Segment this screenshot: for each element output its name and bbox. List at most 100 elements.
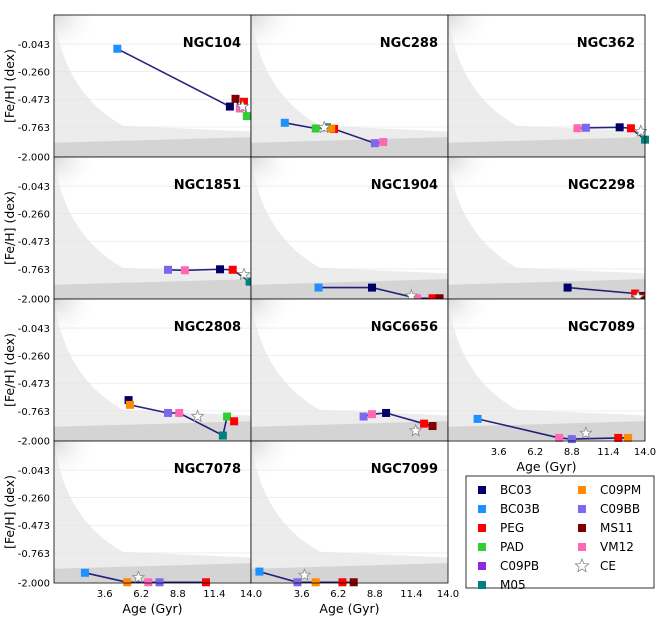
marker-peg xyxy=(228,265,237,274)
y-tick-label: -2.000 xyxy=(18,294,50,305)
panel-title: NGC2298 xyxy=(568,178,635,193)
panels-layer: NGC104 NGC288 NGC362 NGC1851 NGC1904 NGC2298 N… xyxy=(53,14,649,587)
density-glow xyxy=(251,15,330,86)
y-tick-label: -2.000 xyxy=(18,578,50,589)
panel-title: NGC2808 xyxy=(174,320,241,335)
marker-ce xyxy=(408,423,423,437)
marker-m05 xyxy=(218,431,227,440)
marker-c09bb xyxy=(155,578,164,587)
y-tick-label: -0.043 xyxy=(18,466,50,477)
marker-vm12 xyxy=(175,408,184,417)
y-tick-label: -0.043 xyxy=(18,182,50,193)
legend-marker-bc03 xyxy=(478,486,486,494)
marker-c09bb xyxy=(581,123,590,132)
x-tick-label: 8.8 xyxy=(564,447,580,458)
marker-ce xyxy=(190,409,205,423)
y-tick-label: -0.260 xyxy=(18,68,50,79)
panel-title: NGC104 xyxy=(183,36,241,51)
legend-label-c09pm: C09PM xyxy=(600,483,641,497)
density-glow xyxy=(251,441,330,512)
density-glow xyxy=(54,299,133,370)
density-shading xyxy=(54,15,251,157)
marker-c09bb xyxy=(359,412,368,421)
marker-peg xyxy=(614,433,623,442)
y-tick-label: -0.043 xyxy=(18,324,50,335)
x-tick-label: 11.4 xyxy=(203,589,225,600)
x-tick-label: 3.6 xyxy=(294,589,310,600)
legend-marker-m05 xyxy=(478,581,486,589)
panel-title: NGC7078 xyxy=(174,462,241,477)
marker-c09pm xyxy=(311,578,320,587)
marker-bc03b xyxy=(113,44,122,53)
density-shading xyxy=(54,157,251,299)
legend-frame xyxy=(465,475,655,589)
legend-label-bc03b: BC03B xyxy=(500,502,540,516)
y-tick-label: -2.000 xyxy=(18,152,50,163)
marker-vm12 xyxy=(144,578,153,587)
density-shading xyxy=(251,299,448,441)
marker-vm12 xyxy=(379,138,388,147)
legend-marker-c09bb xyxy=(578,505,586,513)
x-axis-label: Age (Gyr) xyxy=(122,601,182,616)
marker-bc03 xyxy=(216,265,225,274)
marker-c09bb xyxy=(163,265,172,274)
y-tick-label: -0.260 xyxy=(18,352,50,363)
y-tick-label: -0.763 xyxy=(18,123,50,134)
marker-ce xyxy=(237,267,251,281)
density-shading-dark xyxy=(54,563,251,583)
labels-layer: -0.043 -0.260 -0.473 -0.763 -2.000 [Fe/H] (de… xyxy=(2,40,656,616)
density-shading xyxy=(251,441,448,583)
density-shading-dark xyxy=(251,563,448,583)
panel-frame xyxy=(447,298,646,442)
legend-marker-ce xyxy=(574,557,590,573)
marker-ms11 xyxy=(349,578,358,587)
y-axis-label: [Fe/H] (dex) xyxy=(2,475,17,549)
density-glow xyxy=(448,15,527,86)
panel-title: NGC7099 xyxy=(371,462,438,477)
x-tick-label: 11.4 xyxy=(400,589,422,600)
density-shading xyxy=(448,299,645,441)
density-shading-dark xyxy=(54,137,251,157)
marker-c09pm xyxy=(123,578,132,587)
y-tick-label: -2.000 xyxy=(18,436,50,447)
marker-vm12 xyxy=(413,294,422,303)
marker-ce xyxy=(579,426,593,439)
marker-ce xyxy=(131,570,146,584)
x-tick-label: 6.2 xyxy=(527,447,543,458)
density-shading-dark xyxy=(448,137,645,157)
panel-ngc1851: NGC1851 xyxy=(53,156,254,300)
y-axis-label: [Fe/H] (dex) xyxy=(2,49,17,123)
legend-label-pad: PAD xyxy=(500,540,524,554)
marker-peg xyxy=(420,419,429,428)
x-tick-label: 14.0 xyxy=(634,447,656,458)
marker-c09pm xyxy=(327,124,336,133)
x-tick-label: 11.4 xyxy=(597,447,619,458)
marker-ce xyxy=(317,120,331,134)
marker-bc03b xyxy=(80,568,89,577)
legend-label-peg: PEG xyxy=(500,521,524,535)
x-tick-label: 3.6 xyxy=(97,589,113,600)
legend-marker-bc03b xyxy=(478,505,486,513)
marker-peg xyxy=(201,578,210,587)
marker-peg xyxy=(631,289,640,298)
marker-pad xyxy=(311,124,320,133)
legend-marker-c09pm xyxy=(578,486,586,494)
marker-bc03 xyxy=(225,102,234,111)
panel-ngc288: NGC288 xyxy=(250,14,449,158)
marker-ms11 xyxy=(435,294,444,303)
panel-frame xyxy=(250,440,449,584)
density-glow xyxy=(54,441,133,512)
marker-peg xyxy=(239,97,248,106)
panel-ngc2298: NGC2298 xyxy=(447,156,646,303)
density-shading xyxy=(251,15,448,157)
marker-vm12 xyxy=(555,433,564,442)
marker-bc03 xyxy=(124,396,133,405)
y-tick-label: -0.763 xyxy=(18,407,50,418)
marker-c09pm xyxy=(624,433,633,442)
density-shading-dark xyxy=(448,279,645,299)
density-glow xyxy=(251,299,330,370)
density-glow xyxy=(448,157,527,228)
panel-ngc6656: NGC6656 xyxy=(250,298,449,442)
panel-ngc362: NGC362 xyxy=(447,14,649,158)
